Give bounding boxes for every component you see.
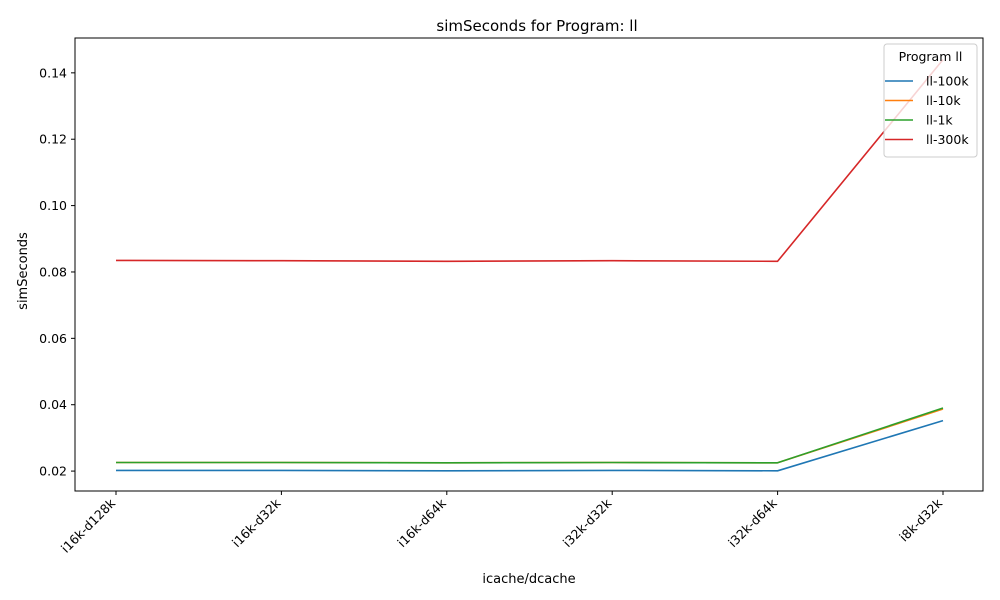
plot-area-frame <box>74 37 984 492</box>
y-tick-label: 0.08 <box>39 264 67 279</box>
y-tick-label: 0.04 <box>39 397 67 412</box>
y-tick-label: 0.02 <box>39 464 67 479</box>
y-axis-title: simSeconds <box>16 232 31 310</box>
series-layer <box>115 59 944 472</box>
series-line-ll-300k <box>115 59 944 263</box>
legend-label-ll-1k: ll-1k <box>926 113 953 128</box>
chart-title: simSeconds for Program: ll <box>436 17 637 35</box>
legend-label-ll-100k: ll-100k <box>926 74 969 89</box>
y-tick-label: 0.14 <box>39 65 67 80</box>
legend-label-ll-10k: ll-10k <box>926 93 961 108</box>
x-axis-title: icache/dcache <box>482 572 575 587</box>
legend-title: Program ll <box>899 49 963 64</box>
y-axis: 0.02 0.04 0.06 0.08 0.10 0.12 0.14 <box>39 65 75 479</box>
series-line-ll-1k <box>116 407 944 464</box>
y-tick-label: 0.12 <box>39 132 67 147</box>
legend-box <box>883 43 978 158</box>
legend: Program ll ll-100k ll-10k ll-1k ll-300k <box>883 43 978 158</box>
y-tick-label: 0.10 <box>39 198 67 213</box>
series-line-ll-100k <box>116 419 944 472</box>
y-tick-label: 0.06 <box>39 331 67 346</box>
legend-label-ll-300k: ll-300k <box>926 132 969 147</box>
